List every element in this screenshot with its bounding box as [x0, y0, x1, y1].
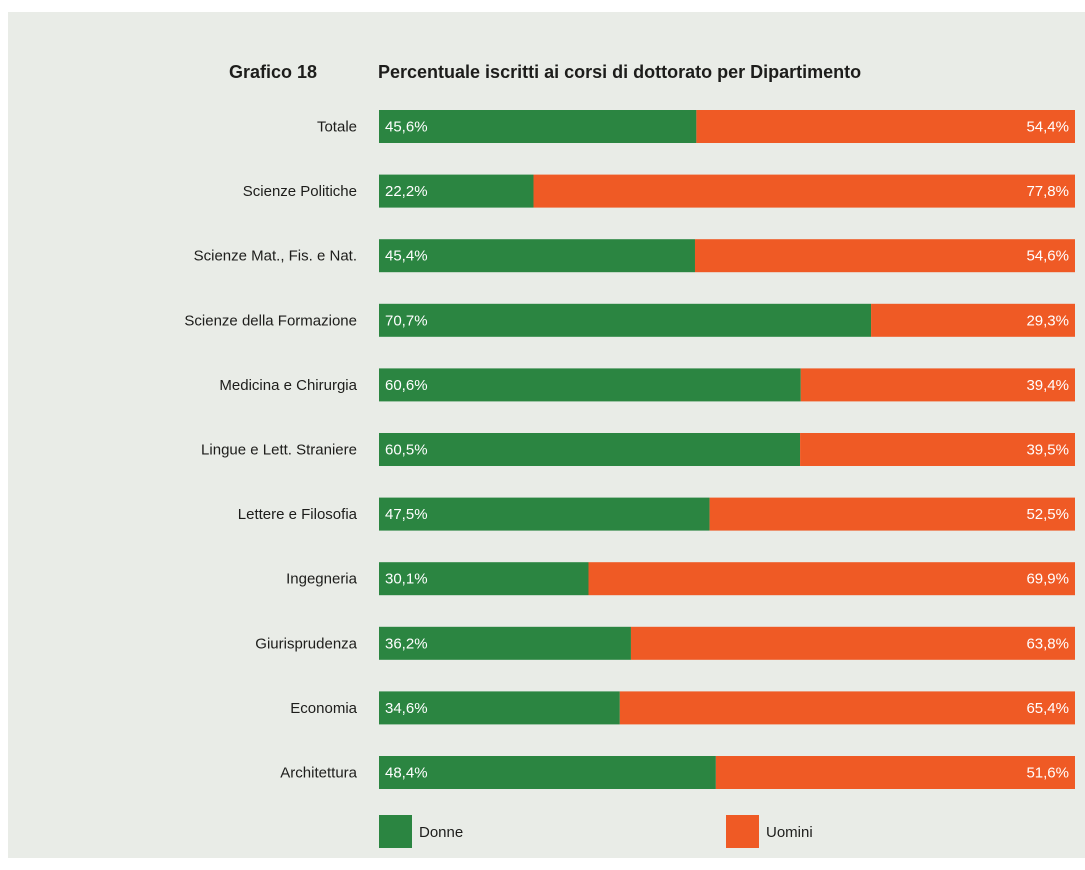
bar-uomini-lingue-e-lett-straniere	[800, 433, 1075, 466]
category-label-giurisprudenza: Giurisprudenza	[255, 635, 357, 652]
category-label-scienze-politiche: Scienze Politiche	[243, 183, 357, 200]
data-label-uomini-lingue-e-lett-straniere: 39,5%	[1026, 442, 1069, 459]
bar-uomini-economia	[619, 691, 1075, 725]
bar-uomini-scienze-mat-fis-e-nat	[694, 239, 1075, 273]
bar-uomini-giurisprudenza	[630, 626, 1075, 660]
data-label-donne-medicina-e-chirurgia: 60,6%	[385, 377, 428, 394]
legend-label-uomini: Uomini	[766, 824, 813, 841]
bar-donne-totale	[379, 110, 697, 143]
data-label-uomini-scienze-della-formazione: 29,3%	[1026, 312, 1069, 329]
category-label-medicina-e-chirurgia: Medicina e Chirurgia	[219, 377, 357, 394]
legend: Donne Uomini	[379, 815, 813, 848]
bar-donne-giurisprudenza	[379, 626, 631, 660]
category-label-totale: Totale	[317, 119, 357, 136]
plot-area: Totale 45,6% 54,4% Scienze Politiche 22,2% 77…	[184, 110, 1075, 789]
data-label-uomini-ingegneria: 69,9%	[1026, 571, 1069, 588]
data-label-uomini-architettura: 51,6%	[1026, 765, 1069, 782]
legend-label-donne: Donne	[419, 824, 463, 841]
data-label-donne-ingegneria: 30,1%	[385, 571, 428, 588]
data-label-donne-totale: 45,6%	[385, 119, 428, 136]
data-label-uomini-scienze-politiche: 77,8%	[1026, 183, 1069, 200]
bar-donne-scienze-della-formazione	[379, 303, 872, 337]
data-label-donne-lettere-e-filosofia: 47,5%	[385, 506, 428, 523]
data-label-donne-scienze-mat-fis-e-nat: 45,4%	[385, 248, 428, 265]
bar-uomini-medicina-e-chirurgia	[800, 368, 1075, 402]
legend-swatch-uomini	[726, 815, 759, 848]
category-label-lingue-e-lett-straniere: Lingue e Lett. Straniere	[201, 442, 357, 459]
category-label-scienze-mat-fis-e-nat: Scienze Mat., Fis. e Nat.	[194, 248, 357, 265]
bar-donne-medicina-e-chirurgia	[379, 368, 801, 402]
chart-title-number: Grafico 18	[229, 62, 318, 82]
bar-uomini-totale	[696, 110, 1075, 143]
data-label-uomini-totale: 54,4%	[1026, 119, 1069, 136]
bar-donne-ingegneria	[379, 562, 589, 596]
bar-donne-lingue-e-lett-straniere	[379, 433, 801, 466]
bar-donne-lettere-e-filosofia	[379, 497, 710, 531]
data-label-donne-lingue-e-lett-straniere: 60,5%	[385, 442, 428, 459]
bar-donne-economia	[379, 691, 620, 725]
chart-title: Grafico 18 Percentuale iscritti ai corsi…	[0, 62, 1085, 86]
data-label-uomini-lettere-e-filosofia: 52,5%	[1026, 506, 1069, 523]
category-label-architettura: Architettura	[280, 765, 357, 782]
data-label-donne-scienze-della-formazione: 70,7%	[385, 312, 428, 329]
data-label-uomini-scienze-mat-fis-e-nat: 54,6%	[1026, 248, 1069, 265]
legend-swatch-donne	[379, 815, 412, 848]
bar-donne-architettura	[379, 756, 716, 789]
bar-uomini-scienze-della-formazione	[871, 303, 1075, 337]
bar-donne-scienze-politiche	[379, 174, 534, 208]
data-label-donne-scienze-politiche: 22,2%	[385, 183, 428, 200]
data-label-uomini-economia: 65,4%	[1026, 700, 1069, 717]
category-label-ingegneria: Ingegneria	[286, 571, 358, 588]
category-label-economia: Economia	[290, 700, 357, 717]
data-label-donne-economia: 34,6%	[385, 700, 428, 717]
bar-uomini-ingegneria	[588, 562, 1075, 596]
category-label-scienze-della-formazione: Scienze della Formazione	[184, 312, 357, 329]
bar-uomini-architettura	[715, 756, 1075, 789]
data-label-uomini-medicina-e-chirurgia: 39,4%	[1026, 377, 1069, 394]
bar-uomini-scienze-politiche	[533, 174, 1075, 208]
bar-donne-scienze-mat-fis-e-nat	[379, 239, 695, 273]
chart-title-text: Percentuale iscritti ai corsi di dottora…	[378, 62, 862, 82]
category-label-lettere-e-filosofia: Lettere e Filosofia	[238, 506, 358, 523]
data-label-donne-architettura: 48,4%	[385, 765, 428, 782]
data-label-uomini-giurisprudenza: 63,8%	[1026, 635, 1069, 652]
data-label-donne-giurisprudenza: 36,2%	[385, 635, 428, 652]
bar-uomini-lettere-e-filosofia	[709, 497, 1075, 531]
